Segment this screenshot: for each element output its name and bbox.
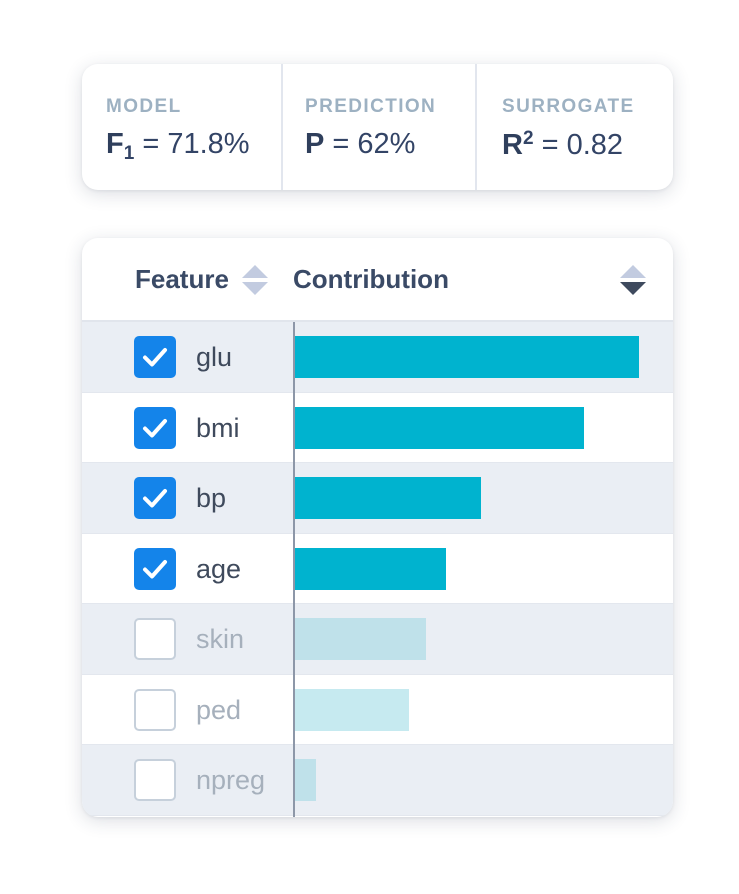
sort-ascending-arrow (242, 265, 268, 278)
metric-surrogate: SURROGATE R2 = 0.82 (475, 64, 673, 190)
feature-table: Feature Contribution glu bmi bp age skin ped n… (82, 238, 673, 817)
metric-model: MODEL F1 = 71.8% (82, 64, 281, 190)
contribution-bar (295, 759, 316, 801)
check-icon (143, 348, 167, 367)
feature-name: npreg (196, 765, 266, 795)
feature-checkbox[interactable] (134, 759, 176, 801)
contribution-bar (295, 618, 426, 660)
contribution-sort-icon[interactable] (620, 265, 646, 297)
feature-name: bmi (196, 412, 240, 443)
feature-name: glu (196, 342, 233, 372)
feature-name: age (196, 553, 242, 584)
contribution-bar (295, 688, 409, 731)
feature-checkbox[interactable] (134, 336, 176, 378)
feature-name: bp (196, 483, 227, 513)
metric-value: P = 62% (305, 128, 415, 161)
feature-row[interactable]: age (82, 533, 673, 604)
metric-superscript: 2 (522, 128, 534, 149)
metrics-card: MODEL F1 = 71.8% PREDICTION P = 62% SURR… (82, 64, 673, 190)
feature-row[interactable]: bmi (82, 392, 673, 463)
metric-label: MODEL (106, 96, 182, 117)
contribution-bar (295, 406, 584, 449)
feature-sort-icon[interactable] (242, 265, 268, 297)
feature-column-header[interactable]: Feature (135, 264, 229, 294)
metric-symbol: R (502, 129, 523, 161)
feature-checkbox[interactable] (134, 688, 176, 731)
metric-value: F1 = 71.8% (106, 128, 250, 165)
feature-rows: glu bmi bp age skin ped npreg (82, 322, 673, 816)
feature-row[interactable]: bp (82, 463, 673, 534)
metric-symbol: F (106, 128, 124, 160)
metric-number: = 62% (324, 128, 416, 160)
feature-checkbox[interactable] (134, 618, 176, 660)
contribution-bar (295, 477, 481, 519)
feature-row[interactable]: skin (82, 604, 673, 675)
metric-subscript: 1 (123, 143, 135, 164)
metric-number: = 0.82 (533, 129, 624, 161)
feature-checkbox[interactable] (134, 477, 176, 519)
table-header: Feature Contribution (82, 238, 673, 322)
check-icon (143, 418, 167, 437)
metric-prediction: PREDICTION P = 62% (281, 64, 475, 190)
feature-row[interactable]: glu (82, 322, 673, 393)
feature-checkbox[interactable] (134, 406, 176, 449)
metric-number: = 71.8% (134, 128, 250, 160)
metric-value: R2 = 0.82 (502, 128, 623, 162)
metric-label: PREDICTION (305, 96, 437, 117)
contribution-column-header[interactable]: Contribution (293, 264, 449, 294)
feature-checkbox[interactable] (134, 547, 176, 590)
contribution-bar (295, 547, 446, 590)
sort-descending-arrow (620, 282, 646, 295)
check-icon (143, 559, 167, 578)
feature-name: ped (196, 694, 242, 725)
metric-symbol: P (305, 128, 325, 160)
sort-descending-arrow (242, 282, 268, 295)
feature-row[interactable]: ped (82, 674, 673, 745)
feature-row[interactable]: npreg (82, 745, 673, 816)
check-icon (143, 489, 167, 508)
contribution-axis-line (293, 322, 295, 817)
feature-name: skin (196, 624, 245, 654)
sort-ascending-arrow (620, 265, 646, 278)
contribution-bar (295, 336, 639, 378)
metric-label: SURROGATE (502, 96, 635, 117)
